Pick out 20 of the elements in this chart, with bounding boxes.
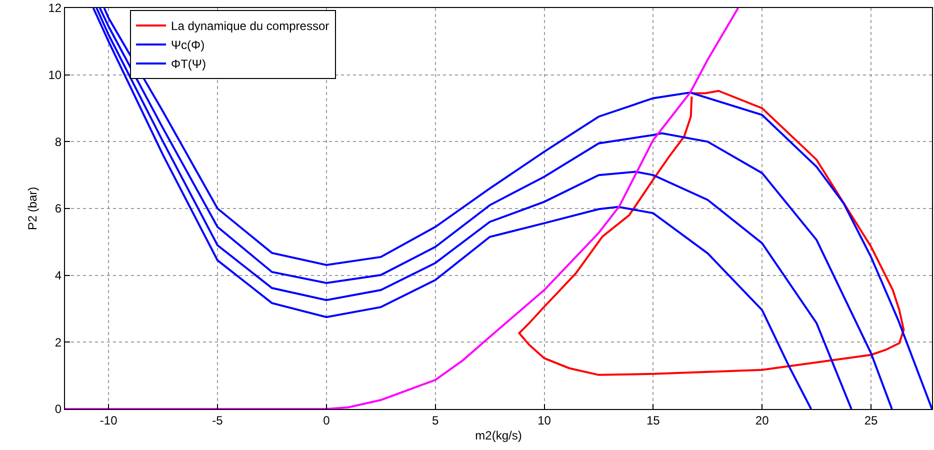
- x-tick-label: -10: [100, 413, 118, 428]
- y-tick-label: 6: [54, 202, 62, 216]
- x-tick-label: -5: [212, 413, 224, 428]
- x-axis-title: m2(kg/s): [475, 428, 522, 442]
- y-tick-label: 4: [54, 268, 62, 283]
- y-tick-label: 0: [54, 402, 62, 416]
- y-tick-label: 10: [48, 68, 62, 82]
- x-tick-label: 20: [755, 413, 770, 428]
- legend-label: ΦT(Ψ): [171, 57, 206, 72]
- y-tick-label: 12: [48, 1, 62, 16]
- x-tick-label: 10: [538, 413, 552, 428]
- x-tick-label: 0: [323, 413, 330, 428]
- y-axis-title: P2 (bar): [26, 186, 40, 230]
- y-tick-label: 2: [54, 335, 62, 350]
- x-tick-label: 25: [864, 413, 878, 428]
- x-tick-label: 15: [646, 413, 660, 428]
- legend-label: La dynamique du compressor: [171, 19, 330, 34]
- legend-label: Ψc(Φ): [171, 38, 205, 52]
- y-tick-label: 8: [54, 134, 62, 149]
- x-tick-label: 5: [432, 413, 439, 428]
